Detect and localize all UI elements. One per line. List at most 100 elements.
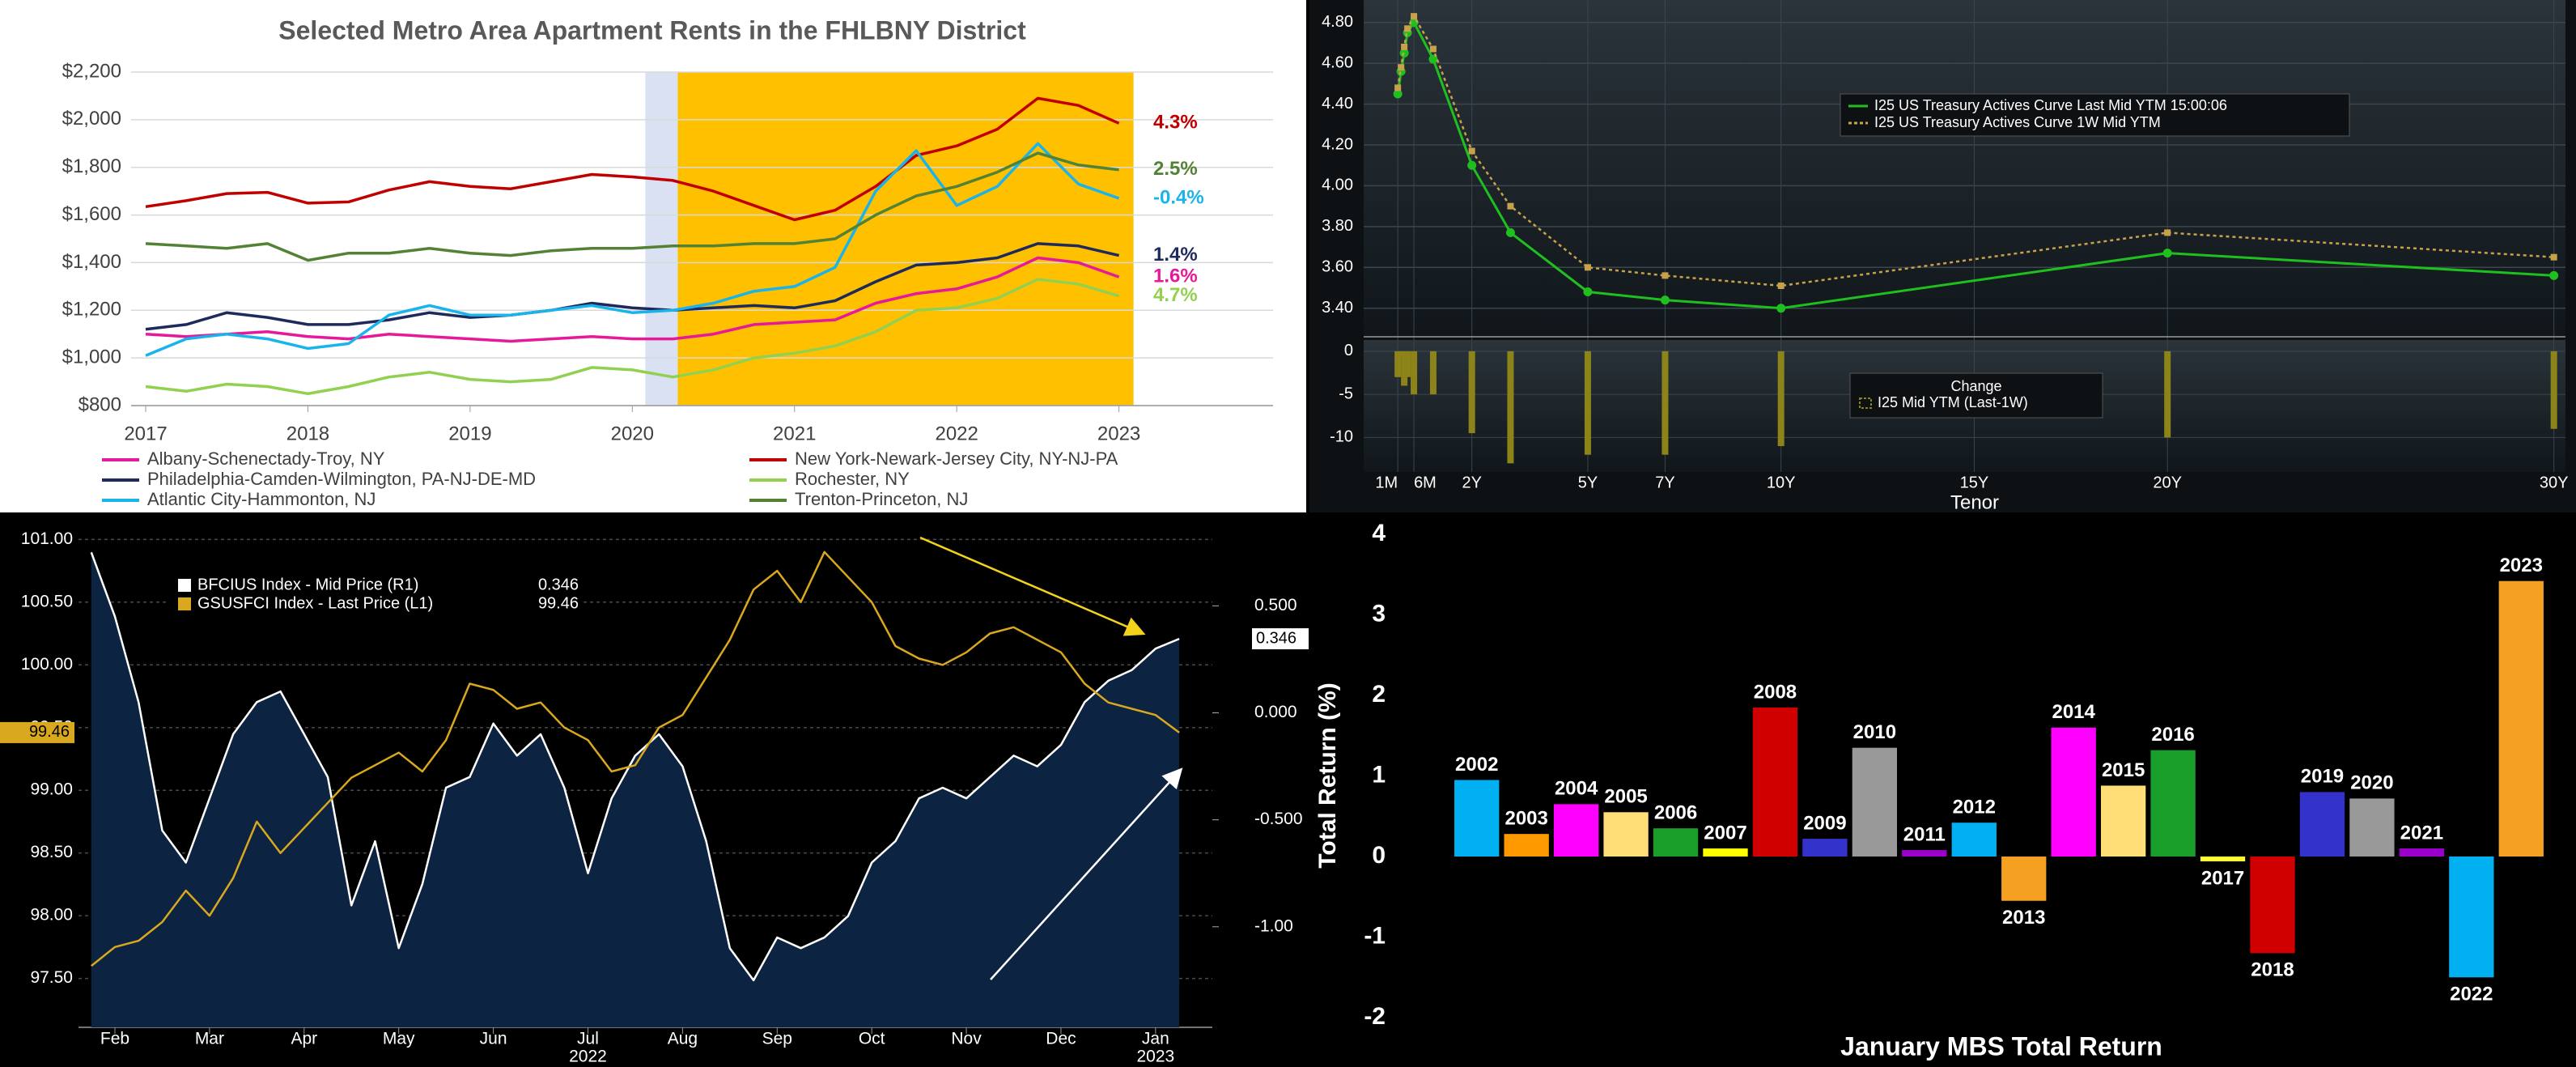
bar-category-label: 2021 [2400, 822, 2443, 844]
x-tick-label: Apr [291, 1030, 317, 1048]
x-tick-label: Aug [668, 1030, 698, 1048]
series-line [145, 256, 1120, 343]
y-tick-label: -1 [1364, 922, 1386, 949]
series-line [90, 551, 1180, 982]
legend-title: Change [1950, 378, 2001, 394]
marker [1661, 272, 1669, 279]
trend-arrow [990, 767, 1183, 980]
bar-category-label: 2020 [2350, 772, 2393, 794]
legend-label: Rochester, NY [795, 469, 910, 489]
legend-swatch [178, 597, 191, 610]
y2-tick-label: -0.500 [1254, 810, 1303, 828]
bar [1429, 351, 1437, 395]
bar [1653, 828, 1699, 857]
y-tick-label: 100.50 [21, 592, 73, 610]
bar [1504, 834, 1549, 857]
marker [2162, 249, 2172, 258]
x-tick-label: 5Y [1578, 474, 1598, 491]
y-tick-label: 4.60 [1322, 53, 1353, 71]
shaded-region [645, 72, 678, 406]
y-tick-label: 99.00 [30, 780, 73, 799]
bar [1752, 707, 1798, 857]
x-tick-label: 15Y [1960, 474, 1989, 491]
marker [1398, 64, 1405, 71]
marker [1583, 287, 1593, 297]
bar [1468, 351, 1475, 434]
legend-label: I25 Mid YTM (Last-1W) [1878, 394, 2028, 410]
y-tick-label: 4.20 [1322, 135, 1353, 153]
bar [1603, 812, 1649, 857]
x-axis-title: Tenor [1950, 491, 1999, 513]
bar-category-label: 2002 [1455, 754, 1498, 776]
bar [2200, 857, 2246, 861]
x-tick-label: 6M [1414, 474, 1437, 491]
legend-label: I25 US Treasury Actives Curve 1W Mid YTM [1874, 114, 2161, 130]
bar-category-label: 2004 [1555, 778, 1598, 800]
y-tick-label: $800 [79, 393, 121, 415]
bar-category-label: 2007 [1704, 822, 1746, 844]
y-tick-label: -10 [1330, 428, 1353, 446]
x-tick-label: 2017 [124, 423, 167, 444]
x-tick-label: Mar [195, 1030, 224, 1048]
bar-category-label: 2009 [1803, 812, 1846, 834]
bar [1584, 351, 1591, 455]
area [91, 552, 1180, 1027]
bar-category-label: 2018 [2251, 959, 2294, 981]
bar [1802, 839, 1848, 857]
legend-label: Trenton-Princeton, NJ [795, 489, 968, 509]
bar-category-label: 2008 [1754, 681, 1797, 703]
bar [1777, 351, 1785, 447]
x-tick-label: 20Y [2153, 474, 2182, 491]
marker [2164, 229, 2171, 236]
y-tick-label: 4 [1372, 520, 1386, 546]
x-tick-label: 2019 [448, 423, 491, 444]
bar [2349, 798, 2395, 857]
series-line [145, 96, 1120, 222]
bar-category-label: 2012 [1953, 797, 1996, 818]
y-tick-label: 1 [1372, 761, 1386, 788]
x-tick-label: 2020 [611, 423, 654, 444]
bar [1454, 780, 1500, 857]
end-label: 2.5% [1153, 158, 1198, 180]
y-tick-label: 3.80 [1322, 217, 1353, 235]
marker [1467, 160, 1477, 170]
year-label: 2022 [569, 1048, 607, 1066]
x-tick-label: Dec [1046, 1030, 1076, 1048]
end-label: 4.3% [1153, 112, 1198, 134]
bar-category-label: 2014 [2052, 701, 2095, 723]
y-tick-label: $1,000 [62, 346, 121, 368]
bar [1703, 848, 1748, 857]
y-tick-label: 3.40 [1322, 299, 1353, 317]
marker [1776, 304, 1786, 313]
chart-title: Selected Metro Area Apartment Rents in t… [278, 15, 1026, 45]
bar [2051, 727, 2096, 857]
legend-label: I25 US Treasury Actives Curve Last Mid Y… [1874, 97, 2227, 113]
y-tick-label: 3.60 [1322, 258, 1353, 276]
value-tag [0, 721, 74, 743]
marker [2549, 270, 2559, 280]
end-label: 1.4% [1153, 244, 1198, 266]
marker [1584, 264, 1591, 271]
y-tick-label: -2 [1364, 1003, 1386, 1030]
x-tick-label: 1M [1375, 474, 1398, 491]
plot-background [1364, 0, 2565, 337]
bar-category-label: 2019 [2301, 766, 2344, 788]
end-label: 1.6% [1153, 265, 1198, 287]
y-tick-label: 0 [1344, 342, 1353, 359]
bar-category-label: 2006 [1654, 802, 1697, 824]
x-tick-label: 7Y [1655, 474, 1674, 491]
marker [1660, 295, 1670, 305]
x-tick-label: Feb [100, 1030, 129, 1048]
y-tick-label: 98.50 [30, 843, 73, 861]
y-tick-label: $1,200 [62, 299, 121, 321]
x-tick-label: Jan [1142, 1030, 1169, 1048]
y-tick-label: -5 [1339, 385, 1353, 402]
bar [2299, 792, 2345, 857]
bar [2150, 750, 2196, 857]
y-tick-label: 98.00 [30, 906, 73, 925]
trend-arrow [919, 536, 1146, 636]
marker [1505, 227, 1515, 237]
legend-label: Philadelphia-Camden-Wilmington, PA-NJ-DE… [147, 469, 536, 489]
bar [1404, 351, 1411, 377]
